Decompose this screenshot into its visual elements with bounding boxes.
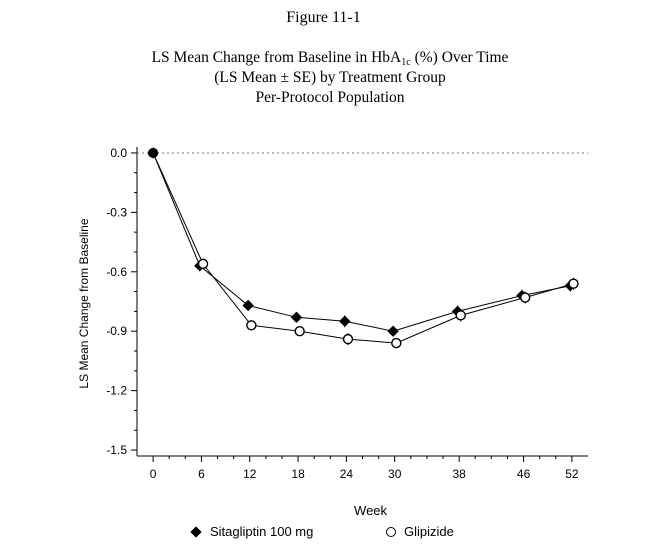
x-tick-label: 38 — [452, 467, 466, 481]
chart-title-tail: (%) Over Time — [410, 49, 509, 66]
x-tick-label: 6 — [198, 467, 205, 481]
y-tick-label: -0.3 — [106, 205, 127, 219]
series-markers — [147, 147, 579, 349]
x-tick-label: 52 — [565, 467, 579, 481]
y-tick-label: 0.0 — [110, 146, 127, 160]
x-tick-label: 18 — [291, 467, 305, 481]
chart-title-line-3: Per-Protocol Population — [255, 89, 405, 106]
chart-title-main: LS Mean Change from Baseline in HbA — [151, 49, 402, 66]
chart-title-subscript: 1c — [401, 57, 411, 68]
legend-item-glipizide: Glipizide — [386, 524, 454, 539]
figure-label: Figure 11-1 — [286, 9, 361, 26]
chart-axes: 0.0 -0.3 -0.6 -0.9 -1.2 -1.5 0 6 12 18 24 30 38 46 52 — [106, 146, 588, 481]
x-tick-label: 24 — [340, 467, 354, 481]
y-tick-label: -0.6 — [106, 265, 127, 279]
data-point-glipizide — [197, 258, 209, 270]
data-point-glipizide — [342, 333, 354, 345]
data-point-glipizide — [294, 326, 305, 337]
series-line-glipizide — [152, 152, 574, 344]
series-lines — [152, 152, 574, 344]
error-bars — [199, 259, 574, 348]
y-tick-label: -1.5 — [106, 443, 127, 457]
x-tick-label: 0 — [150, 467, 157, 481]
y-tick-label: -0.9 — [106, 324, 127, 338]
data-point-sitagliptin — [339, 315, 351, 328]
data-point-glipizide — [455, 310, 466, 321]
data-point-sitagliptin — [290, 311, 303, 324]
line-chart: 0.0-0.3-0.6-0.9-1.2-1.50 6 12 18 24 30 38 46 52 … — [77, 146, 588, 518]
series-line-sitagliptin — [152, 152, 571, 332]
data-point-glipizide — [246, 320, 257, 331]
y-axis-label: LS Mean Change from Baseline — [77, 218, 91, 388]
legend-label-sitagliptin: Sitagliptin 100 mg — [210, 524, 314, 539]
data-point-glipizide — [391, 337, 402, 349]
data-point-sitagliptin — [387, 325, 399, 337]
legend-item-sitagliptin: Sitagliptin 100 mg — [190, 524, 314, 539]
x-tick-label: 30 — [388, 467, 402, 481]
legend-label-glipizide: Glipizide — [404, 524, 454, 539]
chart-legend: Sitagliptin 100 mg Glipizide — [0, 524, 647, 546]
data-point-glipizide — [148, 147, 159, 159]
y-tick-label: -1.2 — [106, 384, 127, 398]
x-tick-label: 46 — [517, 467, 531, 481]
circle-marker-icon — [386, 526, 396, 537]
diamond-marker-icon — [190, 525, 202, 538]
chart-title-line-2: (LS Mean ± SE) by Treatment Group — [214, 69, 446, 86]
x-axis-label: Week — [354, 503, 387, 518]
data-point-glipizide — [568, 278, 579, 289]
chart-title-line-1: LS Mean Change from Baseline in HbA1c (%… — [0, 48, 647, 72]
data-point-glipizide — [519, 292, 531, 303]
x-tick-label: 12 — [243, 467, 257, 481]
data-point-sitagliptin — [242, 299, 254, 312]
